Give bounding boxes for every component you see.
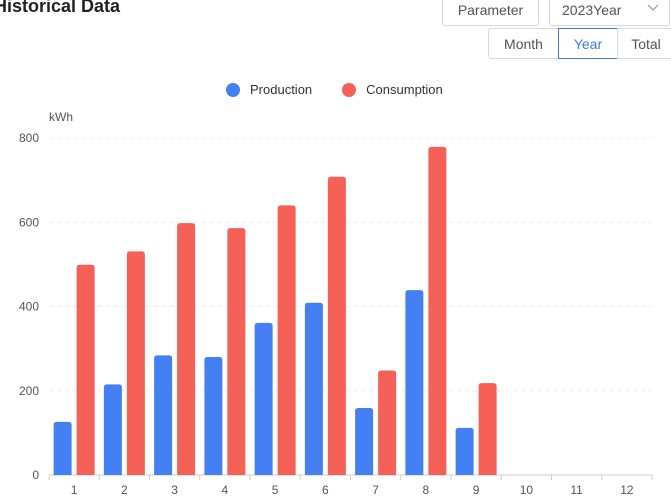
bar-production-6 bbox=[304, 302, 323, 475]
legend-label-production: Production bbox=[250, 82, 313, 97]
x-tick-label: 10 bbox=[520, 483, 534, 497]
legend-label-consumption: Consumption bbox=[366, 82, 443, 97]
bar-production-8 bbox=[405, 290, 424, 475]
bar-consumption-3 bbox=[177, 223, 196, 475]
bar-production-7 bbox=[355, 408, 374, 475]
y-tick-label: 800 bbox=[19, 131, 39, 145]
y-tick-label: 600 bbox=[19, 215, 39, 229]
bar-production-5 bbox=[254, 322, 273, 475]
x-tick-label: 1 bbox=[71, 483, 78, 497]
y-tick-label: 400 bbox=[19, 300, 39, 314]
bar-production-9 bbox=[455, 427, 474, 475]
bar-consumption-4 bbox=[227, 228, 246, 475]
tab-total[interactable]: Total bbox=[617, 28, 671, 59]
bar-production-2 bbox=[103, 384, 122, 475]
x-tick-label: 7 bbox=[372, 483, 379, 497]
y-tick-label: 200 bbox=[19, 384, 39, 398]
year-select[interactable]: 2023Year bbox=[549, 0, 670, 26]
bar-consumption-2 bbox=[126, 251, 145, 475]
legend-item-production[interactable]: Production bbox=[226, 82, 312, 97]
x-tick-label: 11 bbox=[570, 483, 583, 497]
bar-consumption-7 bbox=[378, 370, 397, 475]
page-title: Historical Data bbox=[0, 0, 121, 16]
x-tick-label: 3 bbox=[171, 483, 178, 497]
y-axis-label: kWh bbox=[49, 110, 73, 124]
x-tick-label: 9 bbox=[473, 483, 480, 497]
y-tick-label: 0 bbox=[32, 468, 39, 482]
x-tick-label: 4 bbox=[222, 483, 229, 497]
bar-consumption-8 bbox=[428, 146, 447, 475]
period-tabs: Month Year Total bbox=[488, 28, 671, 59]
legend-dot-consumption bbox=[342, 82, 357, 97]
legend-item-consumption[interactable]: Consumption bbox=[342, 82, 443, 97]
bar-production-4 bbox=[204, 357, 223, 475]
year-select-value: 2023Year bbox=[562, 2, 622, 18]
bar-consumption-6 bbox=[327, 176, 346, 475]
chart-legend: Production Consumption bbox=[226, 82, 473, 97]
x-tick-label: 5 bbox=[272, 483, 279, 497]
x-tick-label: 8 bbox=[423, 483, 430, 497]
legend-dot-production bbox=[226, 82, 240, 97]
bar-consumption-1 bbox=[76, 264, 95, 475]
x-tick-label: 2 bbox=[121, 483, 128, 497]
x-tick-label: 6 bbox=[322, 483, 329, 497]
parameter-button[interactable]: Parameter bbox=[442, 0, 539, 26]
bar-production-3 bbox=[154, 355, 173, 475]
bar-production-1 bbox=[53, 421, 72, 475]
bar-consumption-5 bbox=[277, 205, 296, 475]
tab-year[interactable]: Year bbox=[558, 28, 618, 59]
chevron-down-icon bbox=[647, 4, 659, 11]
bar-consumption-9 bbox=[478, 383, 497, 475]
x-tick-label: 12 bbox=[620, 483, 634, 497]
